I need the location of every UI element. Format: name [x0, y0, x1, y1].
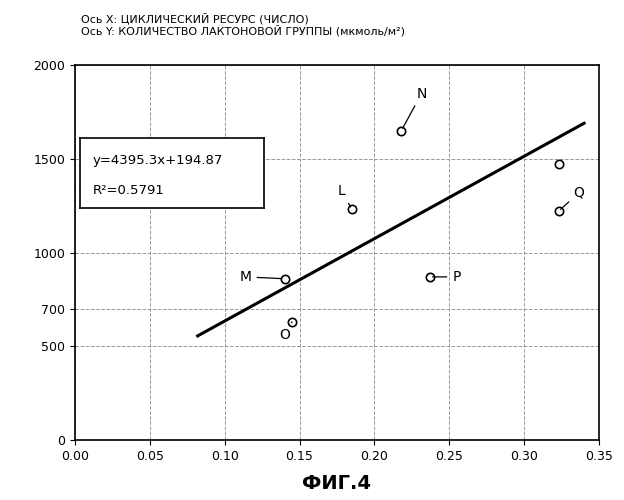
Text: Ось X: ЦИКЛИЧЕСКИЙ РЕСУРС (ЧИСЛО): Ось X: ЦИКЛИЧЕСКИЙ РЕСУРС (ЧИСЛО): [81, 12, 309, 24]
Text: N: N: [402, 86, 427, 128]
Text: Ось Y: КОЛИЧЕСТВО ЛАКТОНОВОЙ ГРУППЫ (мкмоль/м²): Ось Y: КОЛИЧЕСТВО ЛАКТОНОВОЙ ГРУППЫ (мкм…: [81, 25, 405, 36]
Text: P: P: [432, 270, 461, 284]
Text: L: L: [338, 184, 351, 207]
Text: O: O: [279, 322, 292, 342]
Text: Q: Q: [560, 186, 585, 210]
X-axis label: ФИГ.4: ФИГ.4: [303, 474, 371, 493]
Text: M: M: [240, 270, 282, 284]
